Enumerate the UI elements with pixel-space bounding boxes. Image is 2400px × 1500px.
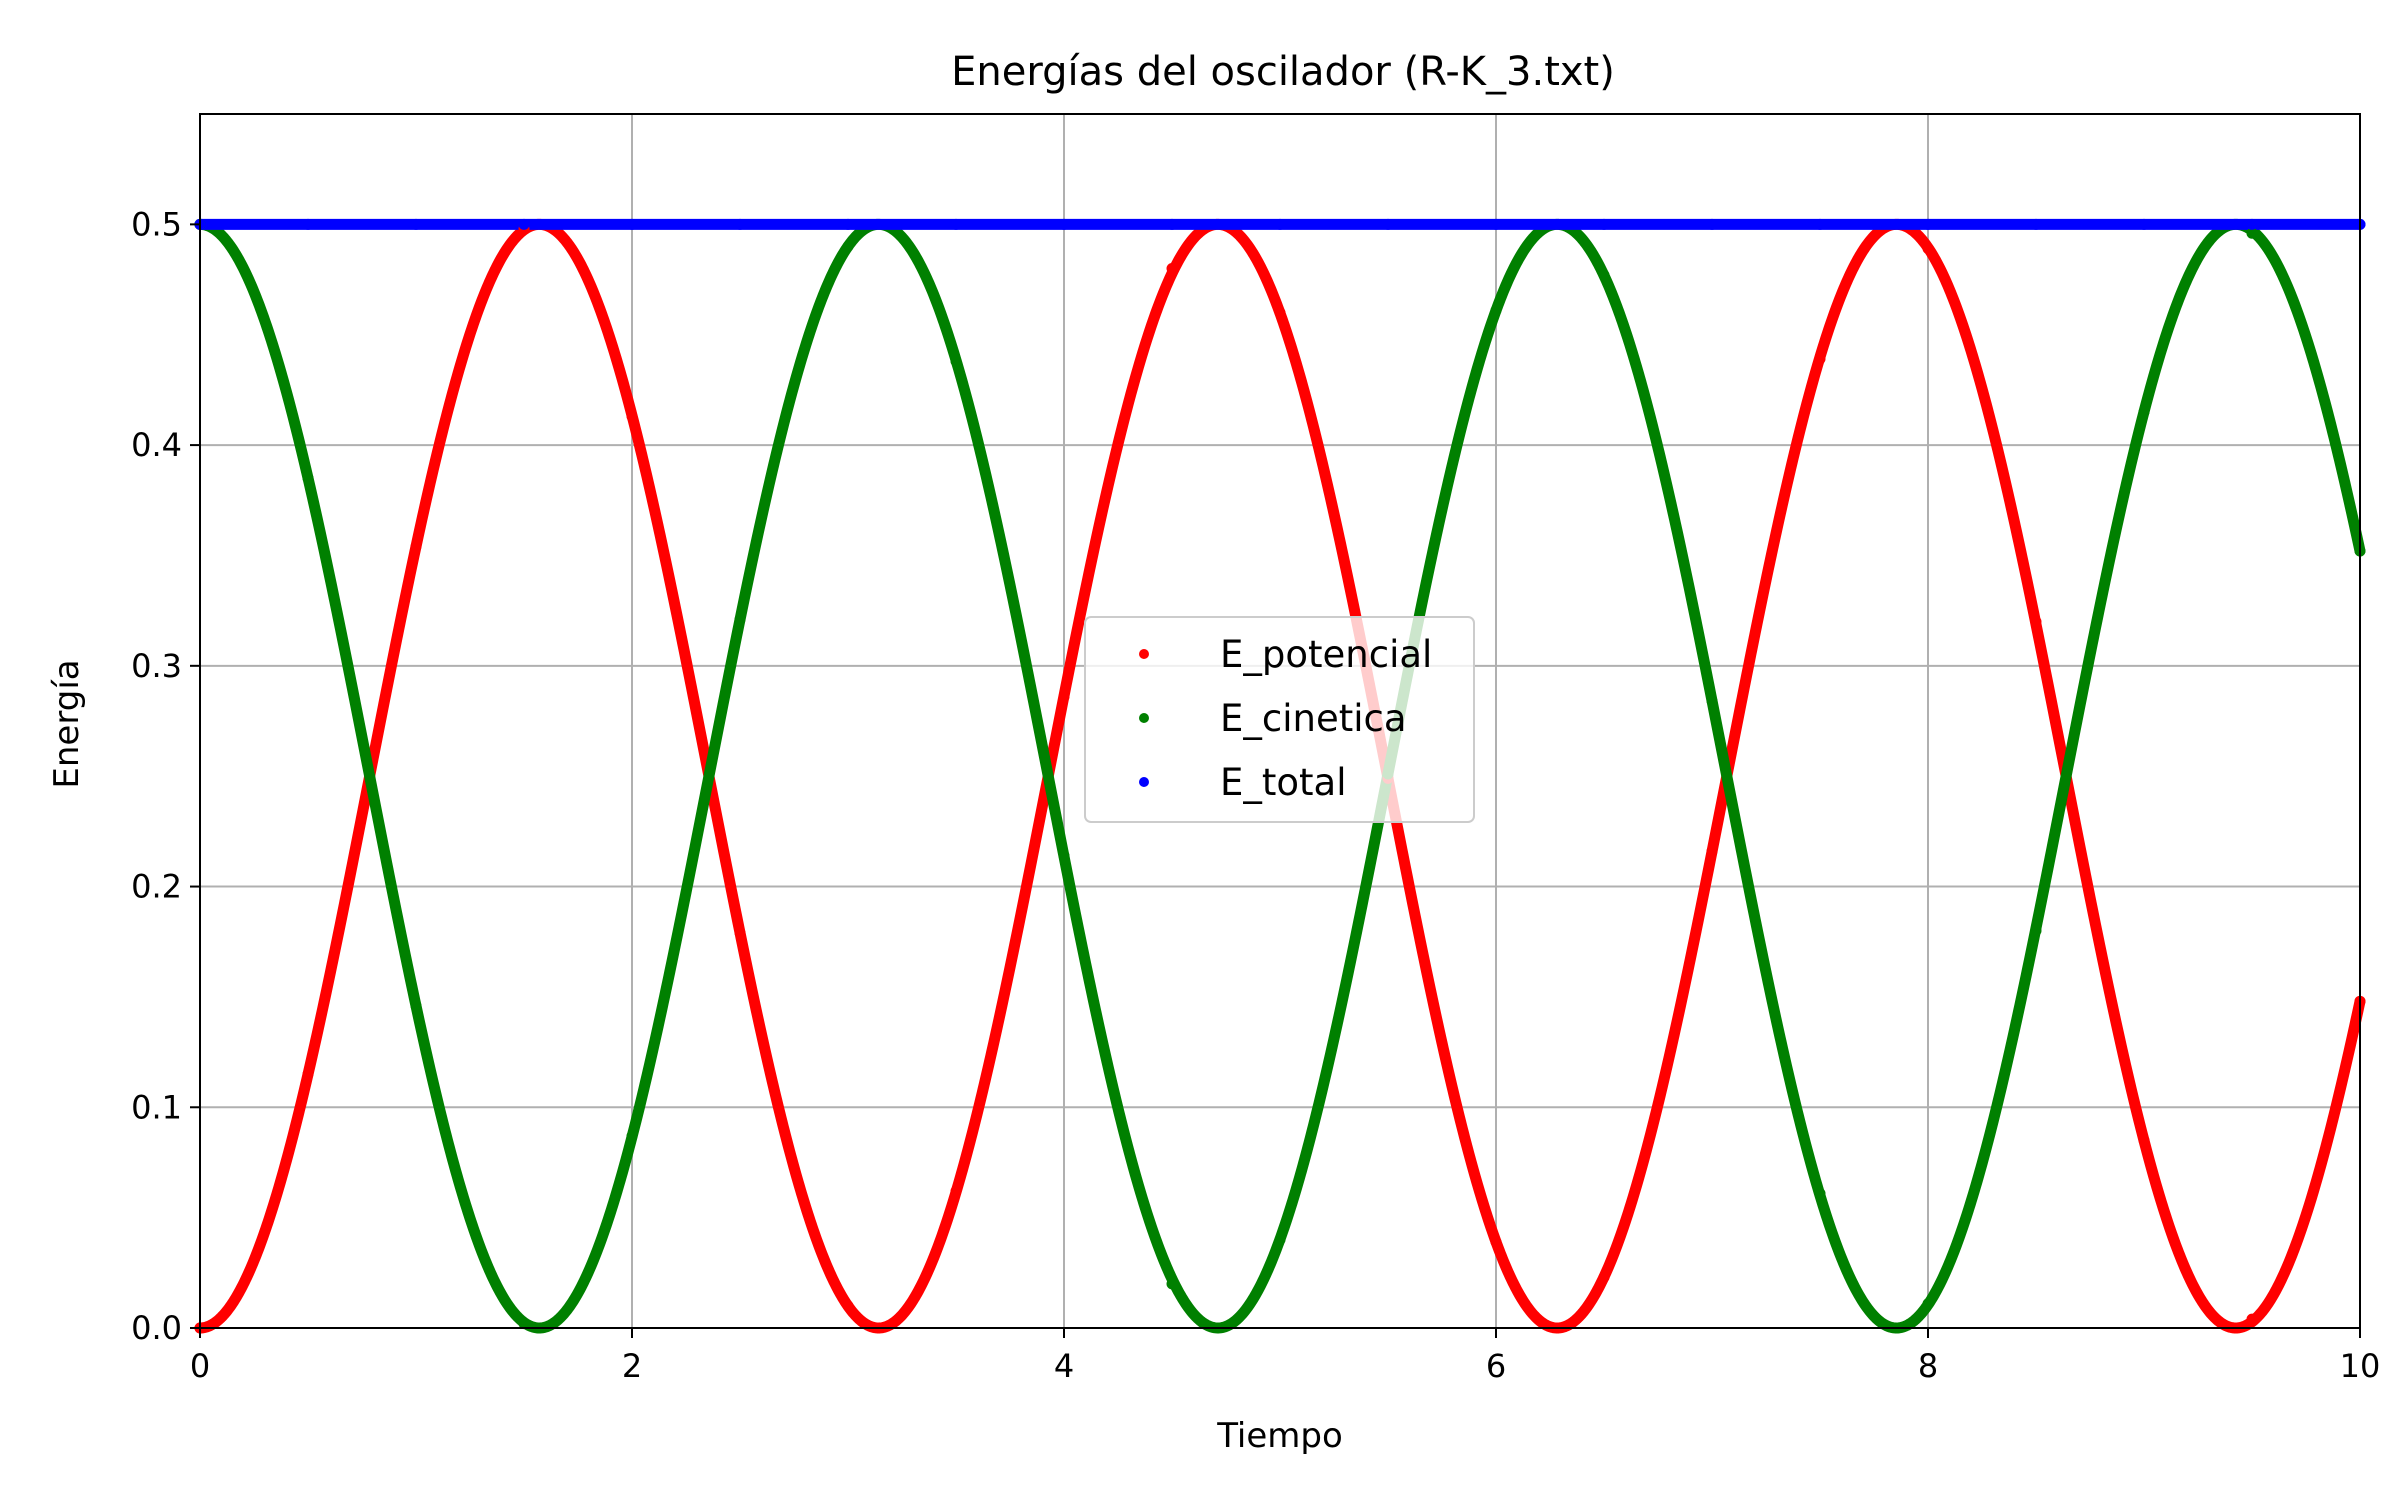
x-tick-label: 8	[1918, 1347, 1938, 1385]
data-point	[1598, 269, 1610, 281]
legend-marker-e-total	[1139, 777, 1149, 787]
data-point	[1490, 304, 1502, 316]
data-point	[2246, 218, 2258, 230]
data-point	[626, 1130, 638, 1142]
data-point	[2138, 1134, 2150, 1146]
data-point	[1706, 845, 1718, 857]
data-point	[1274, 1234, 1286, 1246]
legend: E_potencial E_cinetica E_total	[1084, 616, 1475, 823]
data-point	[1922, 243, 1934, 255]
data-point	[1706, 218, 1718, 230]
data-point	[950, 218, 962, 230]
data-point	[2138, 406, 2150, 418]
data-point	[1922, 1298, 1934, 1310]
data-point	[1814, 218, 1826, 230]
data-point	[518, 218, 530, 230]
data-point	[1058, 850, 1070, 862]
x-tick-label: 2	[622, 1347, 642, 1385]
data-point	[1382, 218, 1394, 230]
data-point	[2246, 1313, 2258, 1325]
data-point	[2030, 925, 2042, 937]
data-point	[1922, 218, 1934, 230]
data-point	[1598, 1271, 1610, 1283]
data-point	[410, 1000, 422, 1012]
legend-label-e-potencial: E_potencial	[1220, 633, 1432, 676]
data-point	[950, 1185, 962, 1197]
data-point	[1598, 218, 1610, 230]
data-point	[1814, 353, 1826, 365]
data-point	[842, 1300, 854, 1312]
data-point	[1706, 695, 1718, 707]
data-point	[1490, 218, 1502, 230]
series-e-potencial	[194, 223, 2366, 1334]
y-axis: 0.0 0.1 0.2 0.3 0.4 0.5	[131, 205, 200, 1347]
data-point	[1166, 263, 1178, 275]
data-point	[734, 218, 746, 230]
data-point	[1166, 218, 1178, 230]
data-point	[626, 218, 638, 230]
data-point	[842, 218, 854, 230]
legend-box	[1084, 616, 1475, 823]
data-point	[1058, 218, 1070, 230]
data-point	[734, 927, 746, 939]
x-axis: 0 2 4 6 8 10	[190, 1328, 2381, 1385]
x-tick-label: 4	[1054, 1347, 1074, 1385]
chart-title: Energías del oscilador (R-K_3.txt)	[951, 49, 1615, 95]
data-point	[302, 1068, 314, 1080]
data-point	[1274, 307, 1286, 319]
y-tick-label: 0.3	[131, 647, 182, 685]
data-point	[302, 472, 314, 484]
data-point	[2030, 218, 2042, 230]
data-point	[518, 1318, 530, 1330]
data-point	[626, 410, 638, 422]
x-tick-label: 0	[190, 1347, 210, 1385]
x-tick-label: 10	[2340, 1347, 2381, 1385]
legend-label-e-total: E_total	[1220, 761, 1346, 804]
data-point	[302, 218, 314, 230]
legend-marker-e-cinetica	[1139, 713, 1149, 723]
y-tick-label: 0.4	[131, 426, 182, 464]
legend-label-e-cinetica: E_cinetica	[1220, 697, 1407, 740]
x-axis-label: Tiempo	[1216, 1416, 1343, 1456]
data-point	[410, 541, 422, 553]
data-point	[950, 355, 962, 367]
plot-area	[194, 218, 2366, 1334]
y-tick-label: 0.5	[131, 205, 182, 243]
data-point	[1274, 218, 1286, 230]
series-e-total	[194, 218, 2366, 230]
data-point	[842, 240, 854, 252]
y-axis-label: Energía	[47, 659, 87, 788]
y-tick-label: 0.1	[131, 1088, 182, 1126]
x-tick-label: 6	[1486, 1347, 1506, 1385]
data-point	[2030, 616, 2042, 628]
data-point	[410, 218, 422, 230]
axes-frame	[199, 113, 2361, 1329]
data-point	[734, 613, 746, 625]
data-point	[1058, 691, 1070, 703]
data-point	[1814, 1187, 1826, 1199]
y-tick-label: 0.2	[131, 868, 182, 906]
data-point	[1166, 1278, 1178, 1290]
data-point	[2138, 218, 2150, 230]
data-point	[1490, 1236, 1502, 1248]
data-point	[2246, 227, 2258, 239]
legend-marker-e-potencial	[1139, 649, 1149, 659]
y-tick-label: 0.0	[131, 1309, 182, 1347]
